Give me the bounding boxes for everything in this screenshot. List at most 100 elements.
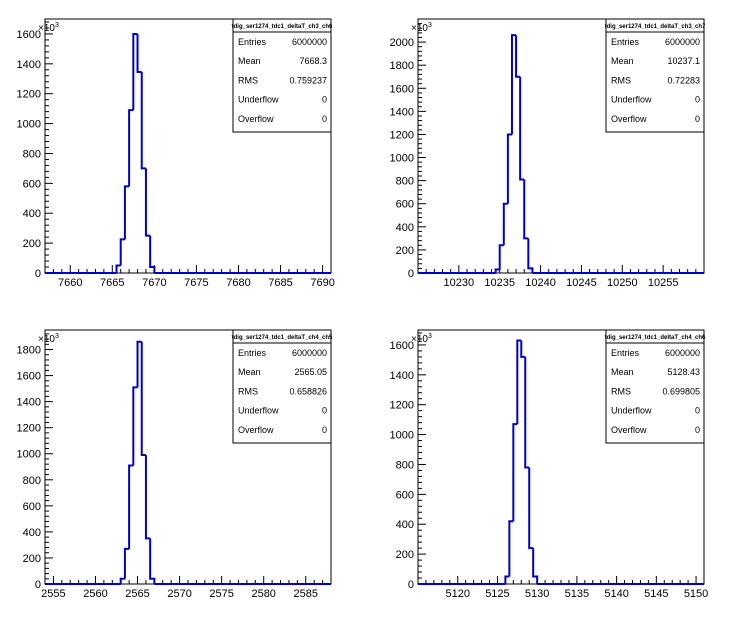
histogram-panel-ch3-ch7: ×103020040060080010001200140016001800200… (390, 18, 706, 289)
x-tick-label: 2555 (41, 588, 65, 600)
stat-label: Entries (238, 37, 267, 47)
histogram-bin (494, 268, 500, 273)
y-tick-label: 1600 (390, 340, 414, 352)
histogram-bin (123, 547, 130, 579)
histogram-bin (528, 467, 534, 550)
y-tick-label: 1000 (390, 430, 414, 442)
histogram-bin (512, 423, 518, 522)
histogram-bin (498, 244, 504, 270)
histogram-bin (504, 575, 510, 584)
stat-label: RMS (238, 75, 258, 85)
x-tick-label: 7665 (100, 277, 124, 289)
histogram-bin (128, 464, 134, 549)
stat-value: 0 (695, 425, 700, 435)
histogram-bin (520, 340, 526, 358)
stat-label: Underflow (238, 95, 279, 105)
x-tick-label: 2560 (83, 588, 107, 600)
histogram-bin (115, 264, 121, 273)
stat-label: Overflow (611, 425, 647, 435)
y-tick-label: 1600 (17, 371, 41, 383)
y-tick-label: 800 (23, 148, 41, 160)
stats-box-frame (232, 329, 332, 444)
y-tick-label: 200 (396, 245, 414, 257)
y-exponent-label: ×103 (38, 22, 59, 34)
stat-label: Underflow (238, 406, 279, 416)
y-tick-label: 800 (396, 176, 414, 188)
x-tick-label: 10240 (525, 277, 556, 289)
stat-label: Underflow (611, 406, 652, 416)
stat-label: Entries (611, 37, 640, 47)
x-tick-label: 2575 (209, 588, 233, 600)
histogram-bin (149, 235, 156, 273)
y-tick-label: 1600 (390, 83, 414, 95)
stat-label: RMS (611, 386, 631, 396)
x-tick-label: 7690 (310, 277, 334, 289)
histogram-bin (506, 133, 512, 204)
stat-label: Mean (238, 56, 261, 66)
stat-label: RMS (238, 386, 258, 396)
histogram-bin (516, 339, 522, 425)
y-tick-label: 1400 (17, 59, 41, 71)
x-tick-label: 2570 (167, 588, 191, 600)
x-tick-label: 7685 (268, 277, 292, 289)
histogram-bin (140, 341, 146, 457)
x-tick-label: 5120 (445, 588, 469, 600)
histogram-title: tdig_ser1274_tdc1_deltaT_ch4_ch5 (232, 335, 333, 341)
stat-value: 0 (695, 406, 700, 416)
stat-label: Entries (611, 348, 640, 358)
histogram-bin (515, 35, 521, 78)
x-tick-label: 5140 (604, 588, 628, 600)
y-tick-label: 1400 (390, 370, 414, 382)
stat-value: 5128.43 (667, 367, 700, 377)
y-tick-label: 1000 (390, 153, 414, 165)
x-tick-label: 2585 (294, 588, 318, 600)
stats-box-frame (605, 18, 705, 133)
histogram-bin (132, 386, 138, 466)
x-tick-label: 7680 (226, 277, 250, 289)
y-tick-label: 400 (396, 519, 414, 531)
stat-value: 7668.3 (299, 56, 327, 66)
y-tick-label: 1200 (17, 423, 41, 435)
histogram-bin (149, 538, 156, 584)
y-tick-label: 400 (23, 208, 41, 220)
histogram-bin (136, 33, 142, 74)
x-tick-label: 5145 (644, 588, 668, 600)
stats-box: tdig_ser1274_tdc1_deltaT_ch4_ch6 Entries 6… (605, 329, 706, 444)
y-tick-label: 2000 (390, 37, 414, 49)
stat-label: Overflow (238, 425, 274, 435)
x-tick-label: 7660 (58, 277, 82, 289)
histogram-panel-ch3-ch6: ×103 0 200 400 600 800 1000 1200 1400 1600 7660 766… (17, 18, 335, 289)
y-tick-label: 1600 (17, 29, 41, 41)
y-tick-label: 1800 (390, 60, 414, 72)
y-tick-label: 200 (23, 553, 41, 565)
y-exponent-label: ×103 (411, 333, 432, 345)
stat-value: 0 (322, 114, 327, 124)
x-tick-label: 5135 (565, 588, 589, 600)
histogram-bin (128, 109, 134, 187)
y-tick-label: 200 (396, 549, 414, 561)
histogram-title: tdig_ser1274_tdc1_deltaT_ch3_ch6 (232, 24, 333, 30)
stat-label: Underflow (611, 95, 652, 105)
x-tick-label: 7670 (142, 277, 166, 289)
stats-box: tdig_ser1274_tdc1_deltaT_ch4_ch5 Entries 6… (232, 329, 333, 444)
y-tick-label: 1200 (17, 89, 41, 101)
y-tick-label: 1200 (390, 129, 414, 141)
stat-value: 6000000 (665, 348, 700, 358)
y-tick-label: 1400 (17, 397, 41, 409)
x-tick-label: 10235 (484, 277, 515, 289)
stat-label: Mean (611, 367, 634, 377)
stat-value: 0 (322, 95, 327, 105)
histogram-title: tdig_ser1274_tdc1_deltaT_ch3_ch7 (605, 24, 706, 30)
histogram-bin (508, 520, 514, 577)
y-tick-label: 200 (23, 238, 41, 250)
stat-value: 0.759237 (289, 75, 327, 85)
stat-value: 0 (695, 95, 700, 105)
x-tick-label: 7675 (184, 277, 208, 289)
stat-value: 6000000 (292, 348, 327, 358)
stat-value: 0.658826 (289, 386, 327, 396)
histogram-bin (123, 185, 130, 240)
y-tick-label: 0 (35, 579, 41, 591)
histogram-bin (136, 340, 142, 388)
y-tick-label: 600 (23, 178, 41, 190)
x-tick-label: 2565 (125, 588, 149, 600)
